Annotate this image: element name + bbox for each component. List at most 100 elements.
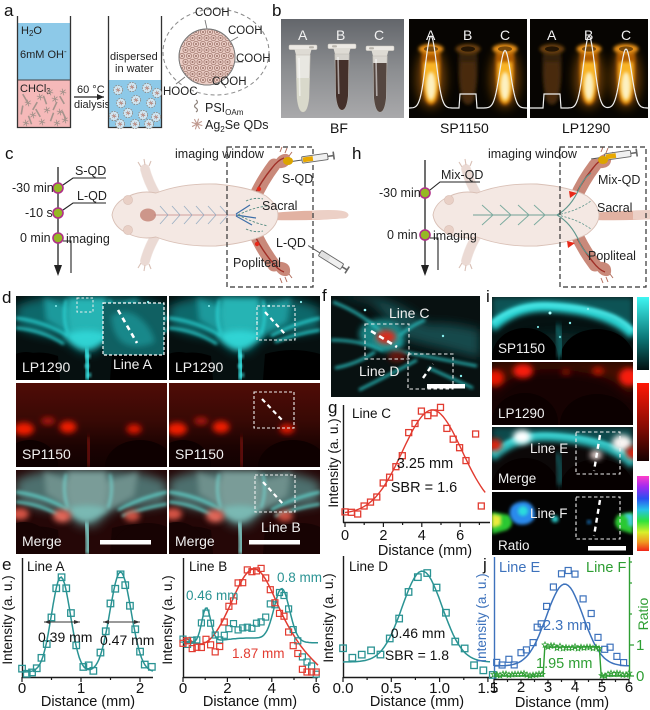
svg-text:BF: BF [330,120,348,136]
svg-text:Ratio: Ratio [498,538,530,553]
svg-text:S-QD: S-QD [282,172,313,186]
svg-text:Intensity (a. u.): Intensity (a. u.) [474,573,489,662]
svg-text:0 min: 0 min [387,228,418,242]
svg-text:1.95 mm: 1.95 mm [536,656,592,672]
svg-text:COOH: COOH [236,53,271,65]
svg-text:LP1290: LP1290 [498,406,545,421]
svg-text:2: 2 [223,680,231,697]
svg-text:imaging window: imaging window [488,147,578,161]
svg-text:1: 1 [77,680,85,697]
svg-text:Mix-QD: Mix-QD [441,168,483,182]
svg-text:4: 4 [268,680,276,697]
svg-text:4: 4 [571,679,579,696]
svg-text:L-QD: L-QD [77,189,107,203]
svg-text:2: 2 [136,680,144,697]
svg-text:Merge: Merge [22,533,62,549]
svg-text:-30 min: -30 min [379,186,421,200]
svg-text:Popliteal: Popliteal [588,249,636,263]
svg-text:b: b [272,1,281,20]
svg-text:1.87 mm: 1.87 mm [232,646,285,661]
svg-text:1: 1 [490,679,498,696]
svg-text:Mix-QD: Mix-QD [598,173,640,187]
svg-text:Line E: Line E [499,560,540,576]
svg-text:A: A [426,27,436,43]
svg-text:60 °C: 60 °C [77,84,105,96]
svg-text:Line B: Line B [189,559,227,574]
svg-text:imaging: imaging [433,229,477,243]
svg-text:h: h [352,144,361,163]
svg-text:0: 0 [179,680,187,697]
svg-text:5: 5 [598,679,606,696]
svg-text:B: B [463,27,472,43]
svg-text:HOOC: HOOC [163,86,198,98]
svg-text:S-QD: S-QD [75,164,106,178]
svg-text:Merge: Merge [498,471,536,486]
svg-text:SBR = 1.8: SBR = 1.8 [385,647,449,663]
svg-text:Line B: Line B [261,519,301,535]
svg-text:Distance (mm): Distance (mm) [203,694,297,710]
svg-text:Intensity (a. u.): Intensity (a. u.) [160,575,175,664]
svg-text:6: 6 [312,680,320,697]
svg-text:dispersed: dispersed [110,51,158,63]
svg-text:-10 s: -10 s [25,206,53,220]
svg-text:Line D: Line D [349,559,388,574]
svg-text:COOH: COOH [195,7,230,19]
svg-text:f: f [322,286,327,305]
svg-text:0: 0 [636,668,644,685]
svg-text:-30 min: -30 min [12,181,54,195]
svg-text:L-QD: L-QD [276,236,306,250]
svg-text:Line D: Line D [359,363,399,379]
svg-text:g: g [328,398,337,417]
svg-text:Ag2Se QDs: Ag2Se QDs [205,118,269,134]
svg-text:B: B [336,27,345,43]
svg-text:6: 6 [456,528,464,544]
svg-text:Line F: Line F [586,560,626,576]
svg-text:LP1290: LP1290 [22,359,70,375]
svg-text:Line C: Line C [389,305,429,321]
svg-text:0.0: 0.0 [333,680,354,697]
svg-text:Intensity (a. u.): Intensity (a. u.) [321,573,336,662]
svg-text:Intensity (a. u.): Intensity (a. u.) [326,418,341,507]
svg-text:i: i [486,287,490,306]
svg-text:C: C [621,27,631,43]
svg-text:2.3 mm: 2.3 mm [543,618,591,634]
svg-text:imaging: imaging [66,232,110,246]
svg-text:Intensity (a. u.): Intensity (a. u.) [0,575,15,664]
svg-text:e: e [2,555,11,574]
svg-text:Distance (mm): Distance (mm) [515,695,609,710]
svg-text:1.5: 1.5 [477,680,498,697]
svg-text:0.39 mm: 0.39 mm [38,629,92,645]
svg-text:0: 0 [18,680,26,697]
svg-text:PSIOAm: PSIOAm [205,101,244,117]
svg-text:0.5: 0.5 [381,680,402,697]
svg-text:Line F: Line F [530,506,568,521]
svg-text:H2O: H2O [21,25,42,38]
svg-text:6: 6 [625,679,633,696]
svg-text:Popliteal: Popliteal [233,256,281,270]
svg-text:C: C [500,27,510,43]
svg-text:SBR = 1.6: SBR = 1.6 [391,480,458,496]
svg-text:0 min: 0 min [20,231,51,245]
svg-text:c: c [5,144,14,163]
svg-text:1: 1 [636,637,644,654]
svg-text:Line C: Line C [352,406,391,421]
svg-text:d: d [2,288,11,307]
svg-text:A: A [298,27,308,43]
svg-text:Line E: Line E [530,441,568,456]
svg-text:0.47 mm: 0.47 mm [100,632,154,648]
svg-text:LP1290: LP1290 [175,359,223,375]
svg-text:SP1150: SP1150 [22,446,71,462]
svg-text:SP1150: SP1150 [175,446,224,462]
svg-text:2: 2 [517,679,525,696]
svg-text:imaging window: imaging window [175,147,265,161]
svg-text:Distance (mm): Distance (mm) [370,694,464,710]
svg-text:Line A: Line A [113,356,153,372]
svg-text:Ratio: Ratio [635,597,650,630]
svg-text:0.8 mm: 0.8 mm [277,570,322,585]
svg-text:Sacral: Sacral [597,201,632,215]
svg-text:2: 2 [379,528,387,544]
svg-text:C: C [374,27,384,43]
svg-text:LP1290: LP1290 [562,120,610,136]
svg-text:1.0: 1.0 [429,680,450,697]
svg-text:Distance (mm): Distance (mm) [41,694,135,710]
